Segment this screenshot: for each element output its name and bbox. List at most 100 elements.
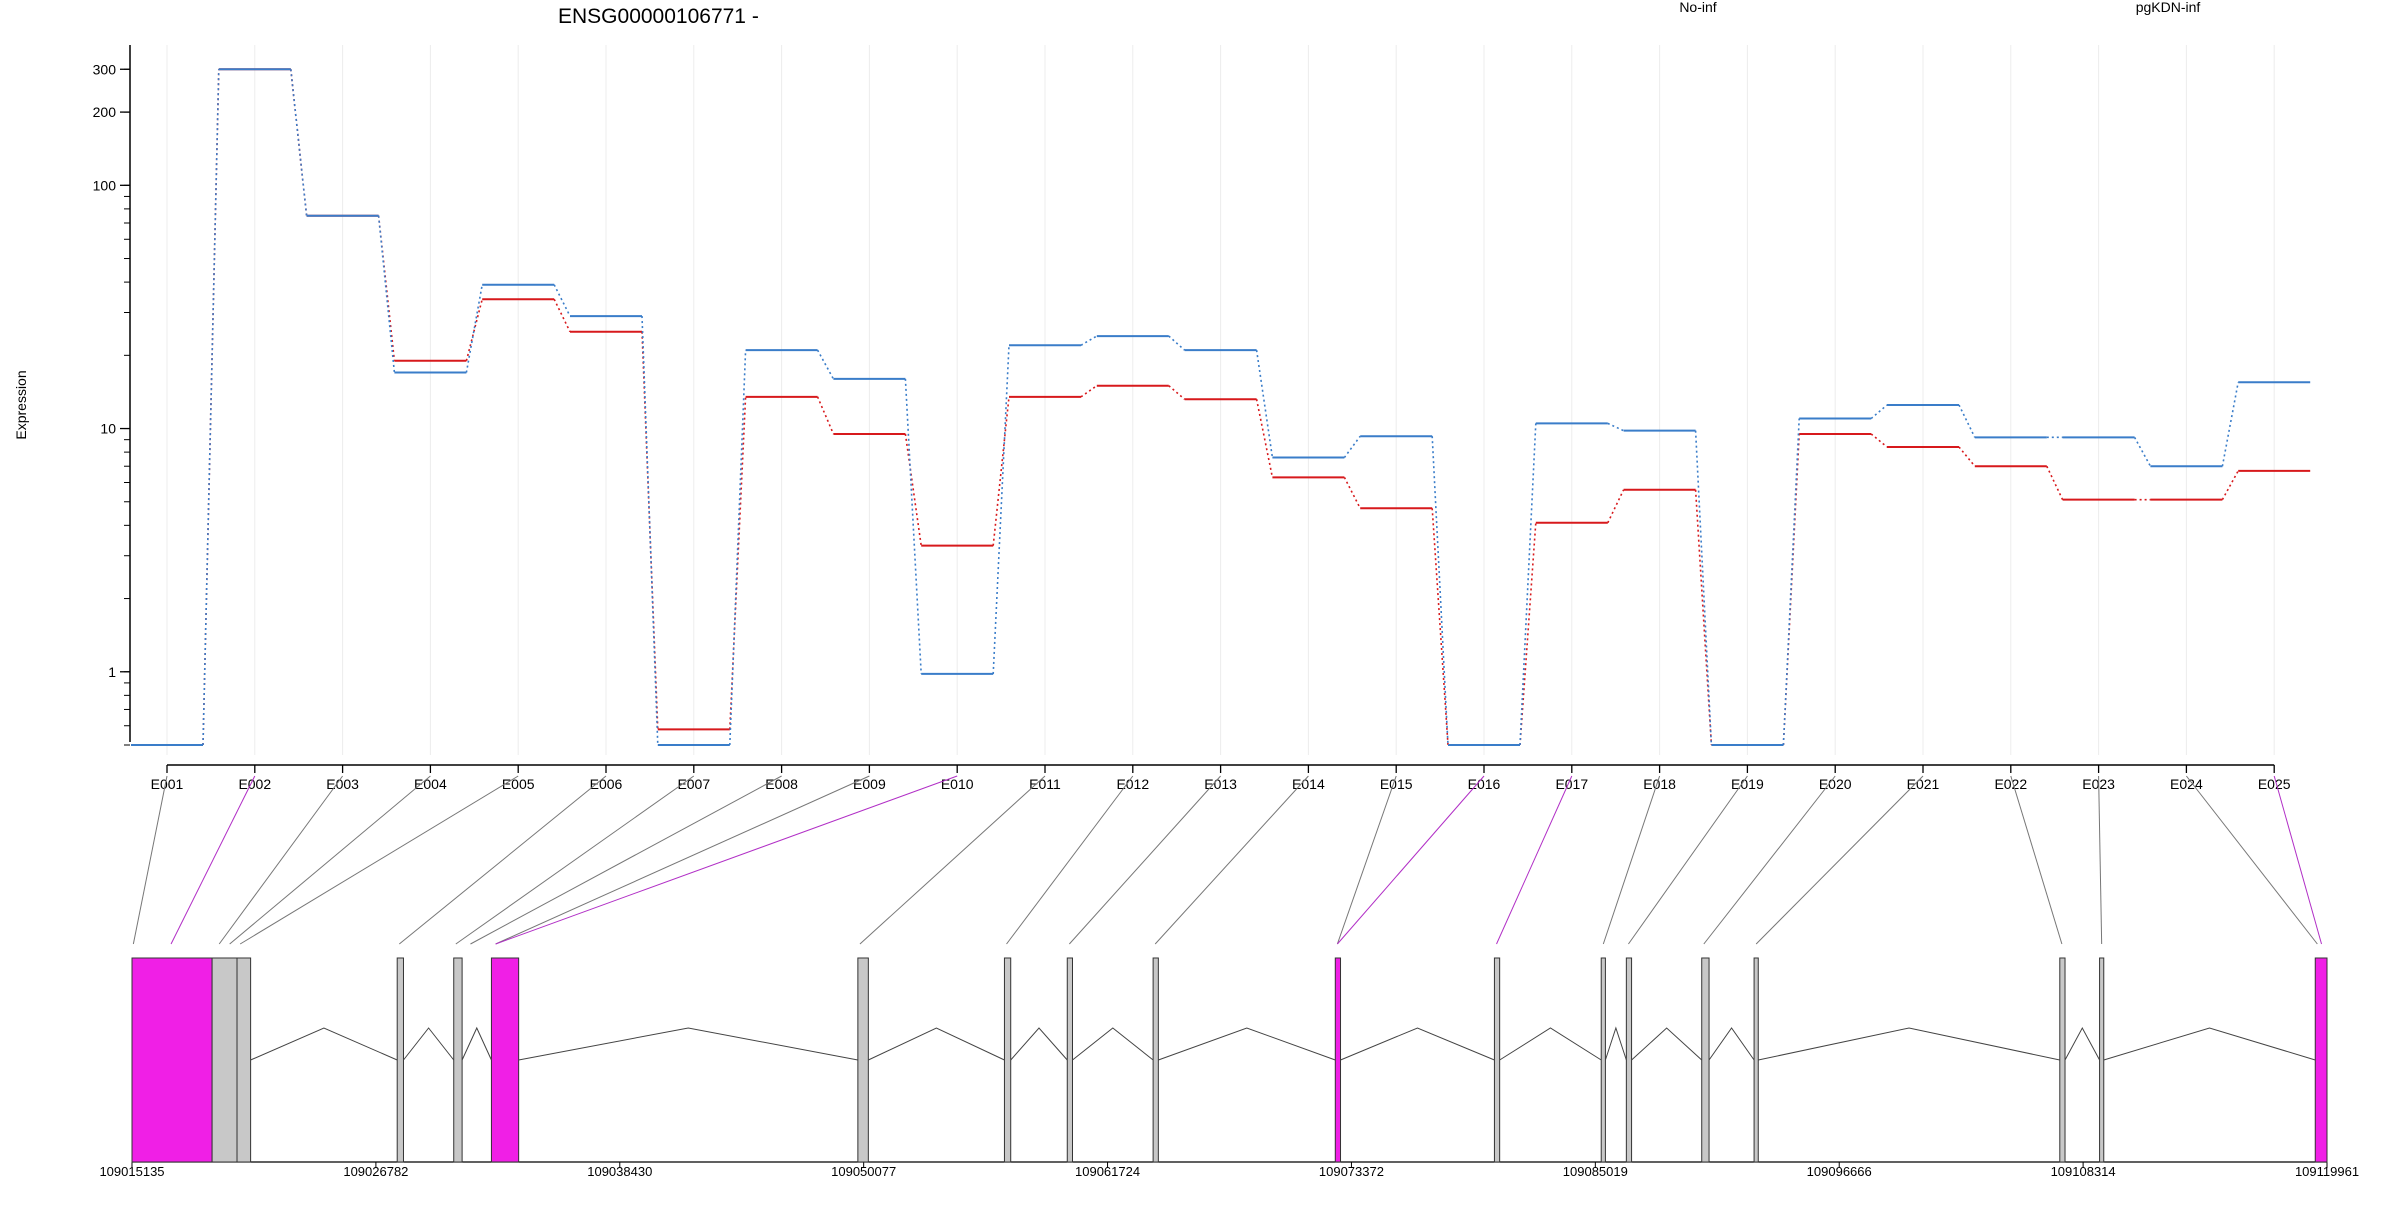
exon-link-line — [470, 775, 782, 945]
exon-link-line — [1068, 775, 1221, 945]
connector-line — [992, 345, 1010, 674]
connector-line — [202, 69, 220, 746]
exon-link-line — [1154, 775, 1309, 945]
x-tick-label: E009 — [853, 776, 886, 792]
exon-box — [1493, 957, 1501, 1163]
y-tick-label: 100 — [93, 177, 117, 193]
exon-link-line — [1602, 775, 1661, 945]
exon-box — [1334, 957, 1342, 1163]
exon-link-line — [859, 775, 1046, 945]
x-tick-label: E010 — [941, 776, 974, 792]
connector-line — [1870, 433, 1888, 448]
intron-line — [1158, 1027, 1336, 1061]
exon-link-line — [218, 775, 344, 945]
exon-box — [211, 957, 238, 1163]
exon-box — [857, 957, 869, 1163]
x-tick-label: E018 — [1643, 776, 1676, 792]
x-tick-label: E024 — [2170, 776, 2203, 792]
connector-line — [553, 298, 571, 333]
connector-line — [1958, 404, 1976, 438]
connector-line — [290, 69, 308, 216]
y-tick-label: 300 — [93, 61, 117, 77]
intron-line — [403, 1027, 455, 1061]
intron-line — [250, 1027, 398, 1061]
chart-title: ENSG00000106771 - — [558, 5, 759, 28]
series-pgkdn-inf — [131, 68, 2311, 746]
connector-line — [1519, 423, 1537, 746]
x-tick-label: E025 — [2258, 776, 2291, 792]
exon-box — [131, 957, 213, 1163]
x-tick-label: E008 — [765, 776, 798, 792]
x-tick-label: E006 — [590, 776, 623, 792]
connector-line — [1870, 404, 1888, 420]
exon-link-line — [2186, 775, 2318, 945]
coordinate-tick-label: 109108314 — [2051, 1164, 2116, 1179]
connector-line — [1607, 489, 1625, 524]
x-tick-label: E012 — [1116, 776, 1149, 792]
connector-line — [1080, 385, 1098, 398]
connector-line — [816, 396, 835, 435]
y-tick-label: 200 — [93, 104, 117, 120]
y-tick-label: 1 — [108, 664, 116, 680]
connector-line — [2046, 465, 2064, 501]
connector-line — [729, 350, 747, 746]
x-tick-label: E013 — [1204, 776, 1237, 792]
coordinate-tick-label: 109050077 — [831, 1164, 896, 1179]
connector-line — [2221, 470, 2239, 501]
exon-box — [1753, 957, 1759, 1163]
connector-line — [904, 378, 922, 674]
exon-link-line — [1337, 775, 1485, 945]
coordinate-tick-label: 109096666 — [1807, 1164, 1872, 1179]
connector-line — [1694, 430, 1713, 746]
intron-line — [1758, 1027, 2060, 1061]
coordinate-tick-label: 109085019 — [1563, 1164, 1628, 1179]
intron-line — [1340, 1027, 1495, 1061]
connector-line — [1607, 422, 1624, 432]
x-tick-label: E021 — [1907, 776, 1940, 792]
connector-line — [1168, 385, 1186, 400]
intron-line — [518, 1027, 858, 1061]
exon-link-line — [1703, 775, 1836, 945]
exon-link-line — [229, 775, 431, 945]
connector-line — [1958, 446, 1976, 467]
connector-line — [377, 215, 396, 361]
exon-link-line — [1755, 775, 1924, 945]
legend-pgkdn-inf: pgKDN-inf — [2136, 0, 2201, 15]
exon-box — [1066, 957, 1073, 1163]
x-tick-label: E016 — [1468, 776, 1501, 792]
x-tick-label: E007 — [677, 776, 710, 792]
intron-line — [868, 1027, 1005, 1061]
connector-line — [1343, 435, 1361, 459]
y-axis-label: Expression — [13, 370, 29, 439]
coordinate-tick-label: 109015135 — [99, 1164, 164, 1179]
connector-line — [1255, 350, 1274, 458]
exon-box — [1625, 957, 1633, 1163]
intron-line — [1010, 1027, 1068, 1061]
intron-line — [1631, 1027, 1703, 1061]
exon-box — [396, 957, 404, 1163]
x-tick-label: E017 — [1555, 776, 1588, 792]
connector-line — [553, 284, 571, 317]
coordinate-tick-label: 109119961 — [2295, 1164, 2359, 1179]
coordinate-tick-label: 109038430 — [587, 1164, 652, 1179]
exon-link-line — [239, 775, 519, 945]
exon-box — [2099, 957, 2105, 1163]
exon-link-line — [495, 775, 870, 945]
x-tick-label: E019 — [1731, 776, 1764, 792]
y-tick-label: 10 — [100, 421, 116, 437]
exon-link-line — [1336, 775, 1397, 945]
connector-line — [1519, 522, 1537, 746]
exon-box — [1600, 957, 1606, 1163]
exon-box — [2059, 957, 2066, 1163]
exon-link-line — [132, 775, 168, 945]
x-tick-label: E011 — [1029, 776, 1061, 792]
connector-line — [641, 316, 659, 746]
exon-box — [490, 957, 520, 1163]
intron-line — [461, 1026, 492, 1061]
exon-link-line — [2010, 775, 2063, 945]
exon-box — [453, 957, 463, 1163]
exon-link-line — [455, 775, 695, 945]
exon-link-line — [1496, 775, 1573, 945]
connector-line — [1343, 476, 1361, 509]
